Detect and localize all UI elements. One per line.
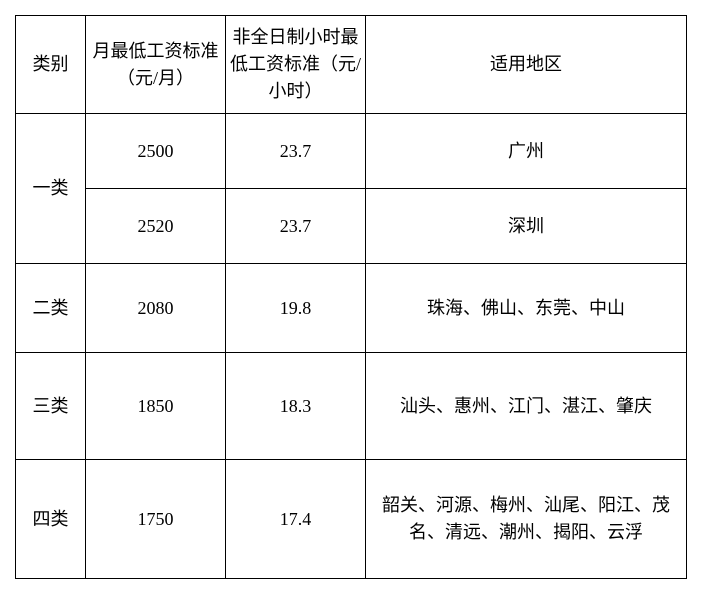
cell-category: 一类 — [16, 114, 86, 264]
cell-region: 韶关、河源、梅州、汕尾、阳江、茂名、清远、潮州、揭阳、云浮 — [366, 460, 687, 579]
table-row: 一类 2500 23.7 广州 — [16, 114, 687, 189]
cell-region: 广州 — [366, 114, 687, 189]
cell-region: 汕头、惠州、江门、湛江、肇庆 — [366, 353, 687, 460]
cell-hourly: 19.8 — [226, 264, 366, 353]
table-row: 二类 2080 19.8 珠海、佛山、东莞、中山 — [16, 264, 687, 353]
cell-hourly: 17.4 — [226, 460, 366, 579]
cell-hourly: 18.3 — [226, 353, 366, 460]
cell-category: 二类 — [16, 264, 86, 353]
cell-category: 四类 — [16, 460, 86, 579]
table-header-row: 类别 月最低工资标准（元/月） 非全日制小时最低工资标准（元/小时） 适用地区 — [16, 16, 687, 114]
cell-hourly: 23.7 — [226, 114, 366, 189]
cell-category: 三类 — [16, 353, 86, 460]
cell-region: 珠海、佛山、东莞、中山 — [366, 264, 687, 353]
table-row: 四类 1750 17.4 韶关、河源、梅州、汕尾、阳江、茂名、清远、潮州、揭阳、… — [16, 460, 687, 579]
table-row: 2520 23.7 深圳 — [16, 189, 687, 264]
cell-monthly: 1750 — [86, 460, 226, 579]
cell-region: 深圳 — [366, 189, 687, 264]
cell-monthly: 2520 — [86, 189, 226, 264]
cell-monthly: 1850 — [86, 353, 226, 460]
cell-monthly: 2080 — [86, 264, 226, 353]
header-category: 类别 — [16, 16, 86, 114]
cell-hourly: 23.7 — [226, 189, 366, 264]
minimum-wage-table: 类别 月最低工资标准（元/月） 非全日制小时最低工资标准（元/小时） 适用地区 … — [15, 15, 687, 579]
header-region: 适用地区 — [366, 16, 687, 114]
table-row: 三类 1850 18.3 汕头、惠州、江门、湛江、肇庆 — [16, 353, 687, 460]
header-monthly: 月最低工资标准（元/月） — [86, 16, 226, 114]
cell-monthly: 2500 — [86, 114, 226, 189]
header-hourly: 非全日制小时最低工资标准（元/小时） — [226, 16, 366, 114]
